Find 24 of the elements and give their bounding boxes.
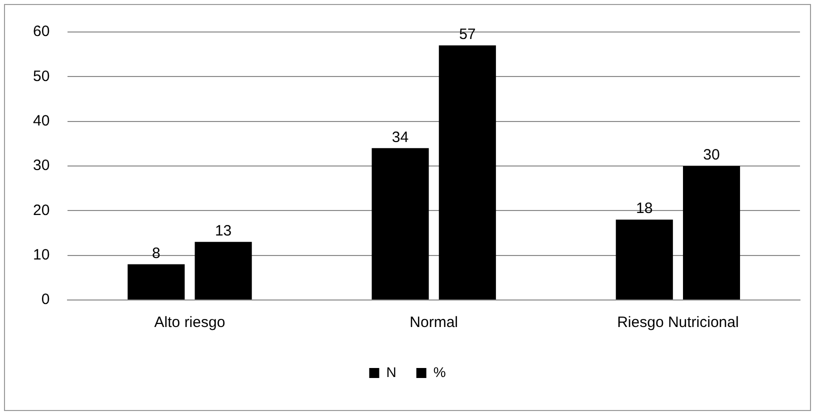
y-tick-label: 50 <box>32 68 50 85</box>
x-tick-label: Normal <box>410 314 458 332</box>
data-label: 18 <box>636 200 653 218</box>
y-tick-label: 60 <box>32 23 50 40</box>
bar <box>616 220 673 300</box>
y-tick-label: 30 <box>32 157 50 174</box>
bar <box>682 166 740 300</box>
data-label: 8 <box>152 244 160 262</box>
y-tick-label: 40 <box>32 112 50 130</box>
x-tick-label: Alto riesgo <box>154 314 226 332</box>
bar <box>128 264 185 300</box>
data-label: 57 <box>459 26 476 44</box>
legend-label: % <box>433 364 446 380</box>
data-label: 13 <box>214 222 232 240</box>
bar <box>438 45 496 300</box>
y-tick-label: 10 <box>32 246 50 264</box>
y-tick-label: 0 <box>41 291 50 308</box>
legend-label: N <box>386 364 396 380</box>
bar <box>194 242 252 300</box>
bar <box>372 148 429 300</box>
y-tick-label: 20 <box>32 202 50 219</box>
x-tick-label: Riesgo Nutricional <box>617 314 739 332</box>
data-label: 30 <box>703 146 720 164</box>
data-label: 34 <box>392 128 409 146</box>
